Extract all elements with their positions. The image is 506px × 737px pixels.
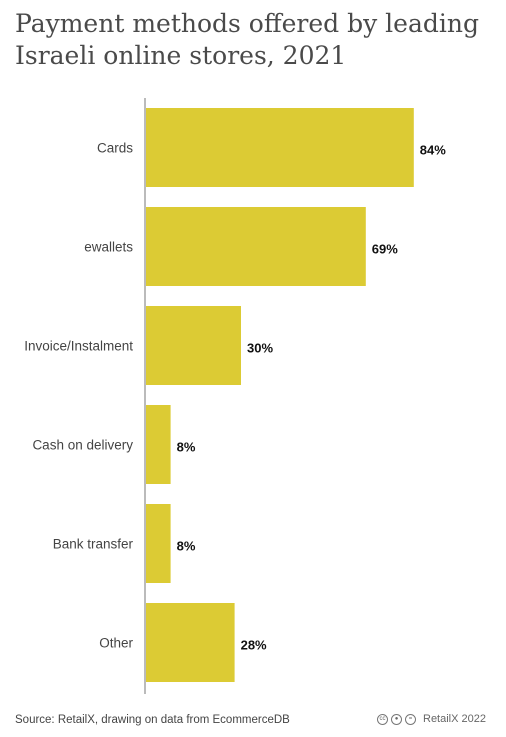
value-label-ewallets: 69% xyxy=(372,242,398,257)
cc-icon: cc xyxy=(377,713,388,725)
source-note: Source: RetailX, drawing on data from Ec… xyxy=(15,714,290,726)
bar-other xyxy=(145,603,235,682)
chart-title: Payment methods offered by leading Israe… xyxy=(15,9,479,70)
bar-ewallets xyxy=(145,207,366,286)
category-label-invoice-instalment: Invoice/Instalment xyxy=(24,339,133,354)
category-label-cards: Cards xyxy=(97,141,133,156)
category-label-cash-on-delivery: Cash on delivery xyxy=(32,438,133,453)
value-label-bank-transfer: 8% xyxy=(177,539,196,554)
bar-cash-on-delivery xyxy=(145,405,171,484)
bars-group: Cards 84% ewallets 69% Invoice/Instalment 30%… xyxy=(24,108,446,682)
bar-invoice-instalment xyxy=(145,306,241,385)
value-label-cards: 84% xyxy=(420,143,446,158)
category-label-ewallets: ewallets xyxy=(84,240,133,255)
value-label-other: 28% xyxy=(241,638,267,653)
value-label-cash-on-delivery: 8% xyxy=(177,440,196,455)
category-label-bank-transfer: Bank transfer xyxy=(53,537,134,552)
brand-credit: cc ● = RetailX 2022 xyxy=(377,713,486,725)
category-label-other: Other xyxy=(99,636,133,651)
brand-text: RetailX 2022 xyxy=(423,713,486,725)
by-icon: ● xyxy=(391,713,402,725)
equal-icon: = xyxy=(405,713,416,725)
value-label-invoice-instalment: 30% xyxy=(247,341,273,356)
bar-cards xyxy=(145,108,414,187)
bar-bank-transfer xyxy=(145,504,171,583)
